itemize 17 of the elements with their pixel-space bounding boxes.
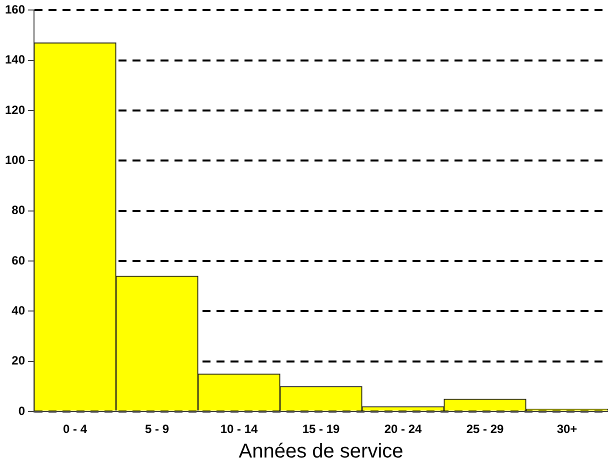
x-tick-label: 30+ [556, 422, 578, 436]
x-tick-label: 25 - 29 [466, 422, 504, 436]
y-tick-label: 60 [12, 253, 26, 268]
x-axis-title: Années de service [238, 440, 404, 463]
y-tick-label: 120 [4, 102, 26, 117]
y-tick-label: 20 [12, 354, 26, 368]
y-tick-label: 40 [12, 304, 26, 318]
x-tick-label: 10 - 14 [220, 422, 258, 436]
x-tick-label: 0 - 4 [63, 422, 88, 436]
x-tick-label: 20 - 24 [384, 422, 422, 436]
y-tick-label: 80 [12, 203, 26, 218]
y-tick-label: 140 [4, 52, 26, 67]
x-tick-label: 15 - 19 [302, 422, 340, 436]
y-tick-label: 160 [4, 2, 26, 17]
y-tick-label: 100 [4, 153, 26, 168]
y-tick-label: 0 [18, 404, 26, 418]
x-tick-label: 5 - 9 [145, 422, 170, 436]
